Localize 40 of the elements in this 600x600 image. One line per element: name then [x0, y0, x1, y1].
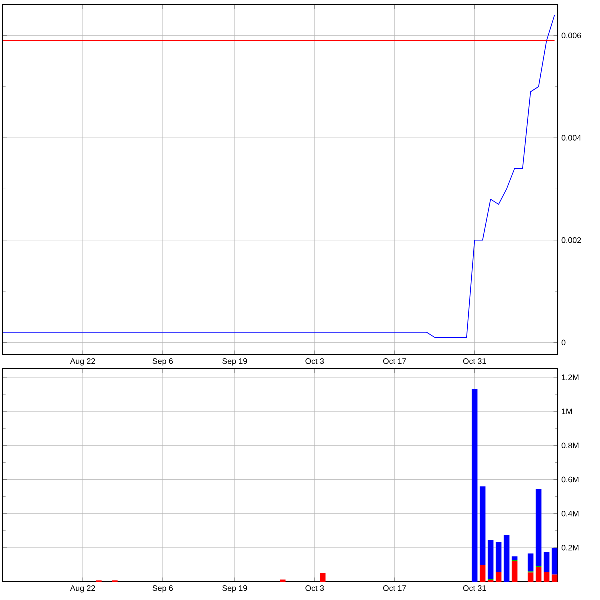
bar [528, 554, 534, 572]
x-tick-label: Oct 3 [306, 586, 324, 592]
x-tick-label: Sep 6 [152, 586, 174, 593]
x-tick-label: Aug 22 [70, 586, 96, 593]
y-tick-label: 1M [562, 408, 572, 414]
bar [488, 540, 494, 580]
bar [512, 556, 518, 560]
bar [480, 564, 486, 582]
bar [528, 572, 534, 582]
y-tick-label: 0.002 [562, 238, 582, 244]
bar [544, 572, 550, 582]
y-tick-label: 1.2M [562, 374, 579, 380]
x-tick-label: Oct 31 [463, 358, 486, 364]
bar [472, 389, 478, 582]
bar [544, 552, 550, 572]
x-tick-label: Oct 17 [383, 586, 406, 592]
x-tick-label: Sep 6 [152, 358, 174, 366]
bar [552, 574, 558, 582]
x-tick-label: Oct 3 [306, 358, 324, 364]
x-tick-label: Sep 19 [222, 586, 248, 593]
y-tick-label: 0.8M [562, 442, 579, 449]
x-tick-label: Sep 19 [222, 358, 248, 366]
bar [536, 567, 542, 582]
y-tick-label: 0 [562, 340, 566, 346]
y-tick-label: 0.2M [562, 545, 579, 551]
x-tick-label: Oct 17 [383, 358, 406, 364]
bar [536, 489, 542, 566]
bar [320, 573, 326, 582]
y-tick-label: 0.004 [562, 135, 582, 141]
bar [552, 548, 558, 575]
y-tick-label: 0.4M [562, 511, 579, 517]
y-tick-label: 0.006 [562, 32, 582, 39]
x-tick-label: Aug 22 [70, 358, 96, 366]
bar [480, 486, 486, 565]
bar [496, 572, 502, 582]
bar [496, 542, 502, 572]
bar [504, 535, 510, 582]
x-tick-label: Oct 31 [463, 586, 486, 592]
y-tick-label: 0.6M [562, 476, 579, 483]
bar [512, 561, 518, 582]
